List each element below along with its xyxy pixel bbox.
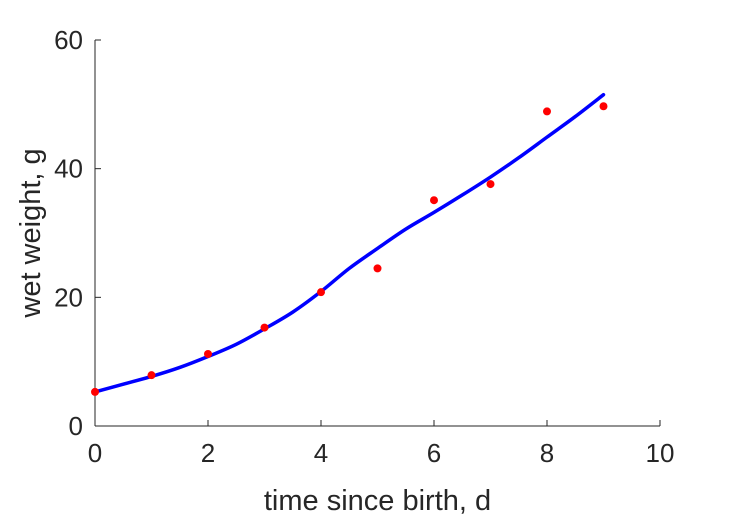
data-point xyxy=(543,107,551,116)
data-point xyxy=(260,323,269,332)
data-point xyxy=(430,196,438,205)
x-tick-label: 6 xyxy=(427,438,441,468)
data-point xyxy=(147,371,156,380)
series-points xyxy=(91,102,608,396)
data-point xyxy=(204,349,212,358)
y-tick-label: 0 xyxy=(69,411,83,441)
x-tick-label: 2 xyxy=(201,438,215,468)
data-point xyxy=(91,387,99,396)
axes: 0 2 4 6 8 10 0 20 40 60 xyxy=(54,25,674,468)
data-point xyxy=(317,288,325,297)
x-ticks: 0 2 4 6 8 10 xyxy=(88,420,675,468)
y-axis-label: wet weight, g xyxy=(15,148,47,318)
y-tick-label: 40 xyxy=(54,154,83,184)
x-tick-label: 0 xyxy=(88,438,102,468)
data-point xyxy=(599,102,608,111)
y-tick-label: 60 xyxy=(54,25,83,55)
x-tick-label: 4 xyxy=(314,438,328,468)
series-line xyxy=(93,92,606,394)
data-point xyxy=(486,180,495,189)
y-ticks: 0 20 40 60 xyxy=(54,25,101,441)
x-tick-label: 8 xyxy=(540,438,554,468)
x-axis-label: time since birth, d xyxy=(264,485,491,517)
data-point xyxy=(373,264,382,273)
x-tick-label: 10 xyxy=(646,438,675,468)
plot-area xyxy=(91,92,608,396)
y-tick-label: 20 xyxy=(54,282,83,312)
